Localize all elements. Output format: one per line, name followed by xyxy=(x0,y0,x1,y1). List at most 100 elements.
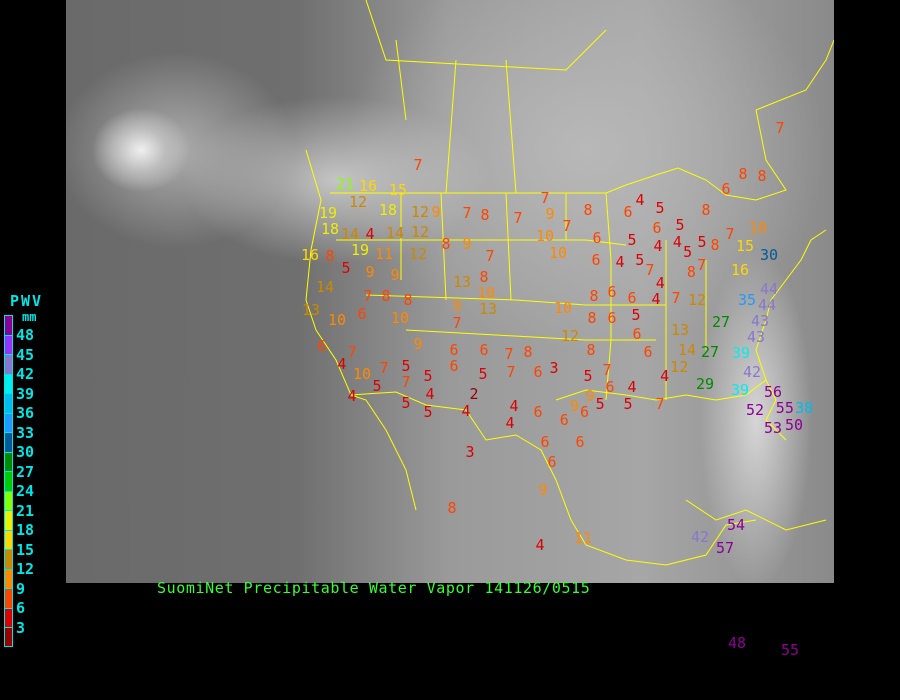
legend-tick-label: 9 xyxy=(16,579,26,598)
legend-swatch xyxy=(4,373,13,393)
station-value: 4 xyxy=(660,366,670,385)
station-value: 4 xyxy=(509,397,519,416)
station-value: 7 xyxy=(485,246,495,265)
station-value: 6 xyxy=(623,202,633,221)
station-value: 9 xyxy=(390,265,400,284)
station-value: 4 xyxy=(651,290,661,309)
station-value: 6 xyxy=(547,452,557,471)
legend-swatch xyxy=(4,451,13,471)
station-value: 7 xyxy=(655,394,665,413)
station-value: 6 xyxy=(533,362,543,381)
station-value: 6 xyxy=(533,402,543,421)
station-value: 4 xyxy=(505,413,515,432)
legend-title: PWV xyxy=(10,292,44,310)
station-value: 7 xyxy=(347,342,357,361)
station-value: 7 xyxy=(602,361,612,380)
station-value: 9 xyxy=(538,480,548,499)
legend-swatch xyxy=(4,412,13,432)
station-value: 14 xyxy=(316,277,335,296)
station-value: 19 xyxy=(351,241,370,260)
station-value: 6 xyxy=(575,432,585,451)
legend-tick-label: 21 xyxy=(16,501,35,520)
station-value: 54 xyxy=(727,515,746,534)
station-value: 7 xyxy=(725,224,735,243)
station-value: 8 xyxy=(738,164,748,183)
station-value: 8 xyxy=(589,286,599,305)
station-value: 5 xyxy=(401,393,411,412)
station-value: 7 xyxy=(401,372,411,391)
station-value: 7 xyxy=(562,216,572,235)
station-value: 6 xyxy=(479,340,489,359)
station-value: 56 xyxy=(764,382,783,401)
station-value: 6 xyxy=(652,218,662,237)
station-value: 4 xyxy=(337,354,347,373)
station-value: 9 xyxy=(462,234,472,253)
station-value: 7 xyxy=(645,261,655,280)
station-value: 4 xyxy=(365,225,375,244)
station-value: 8 xyxy=(480,205,490,224)
legend-tick-label: 33 xyxy=(16,423,35,442)
station-value: 6 xyxy=(449,340,459,359)
station-value: 6 xyxy=(632,324,642,343)
station-value: 10 xyxy=(391,308,410,327)
station-value: 5 xyxy=(627,230,637,249)
station-value: 7 xyxy=(363,286,373,305)
station-value: 6 xyxy=(607,282,617,301)
station-value: 13 xyxy=(671,320,690,339)
station-value: 29 xyxy=(696,374,715,393)
legend-tick-label: 18 xyxy=(16,521,35,539)
station-value: 7 xyxy=(379,358,389,377)
station-value: 6 xyxy=(317,336,327,355)
station-value: 12 xyxy=(349,192,368,211)
legend-tick-label: 15 xyxy=(16,540,35,559)
station-value: 9 xyxy=(585,386,595,405)
station-value: 6 xyxy=(721,179,731,198)
station-value: 57 xyxy=(716,538,735,557)
station-value: 11 xyxy=(375,244,394,263)
legend-swatch xyxy=(4,432,13,452)
station-value: 8 xyxy=(701,200,711,219)
legend-swatch xyxy=(4,510,13,530)
station-value: 9 xyxy=(569,396,579,415)
station-value: 4 xyxy=(615,252,625,271)
station-value: 9 xyxy=(545,205,555,224)
station-value: 4 xyxy=(655,273,665,292)
station-value: 4 xyxy=(347,386,357,405)
station-value: 8 xyxy=(447,498,457,517)
legend-swatch xyxy=(4,334,13,354)
station-value: 27 xyxy=(712,312,731,331)
station-value: 11 xyxy=(574,528,593,547)
station-value: 8 xyxy=(479,267,489,286)
station-value: 9 xyxy=(413,334,423,353)
station-value: 6 xyxy=(592,228,602,247)
station-value: 7 xyxy=(504,344,514,363)
legend-color-bar xyxy=(4,315,13,647)
station-value: 5 xyxy=(478,364,488,383)
station-value: 9 xyxy=(452,297,462,316)
legend-swatch xyxy=(4,568,13,588)
satellite-map xyxy=(66,0,834,583)
station-value: 42 xyxy=(691,527,710,546)
station-value: 7 xyxy=(671,288,681,307)
station-value: 35 xyxy=(738,290,757,309)
station-value: 18 xyxy=(379,200,398,219)
station-value: 15 xyxy=(736,236,755,255)
legend-tick-label: 27 xyxy=(16,462,35,481)
station-value: 10 xyxy=(749,218,768,237)
station-value: 12 xyxy=(561,326,580,345)
station-value: 43 xyxy=(751,312,770,331)
station-value: 8 xyxy=(686,262,696,281)
station-value: 7 xyxy=(462,203,472,222)
station-value: 8 xyxy=(586,340,596,359)
station-value: 14 xyxy=(386,223,405,242)
station-value: 8 xyxy=(710,235,720,254)
station-value: 50 xyxy=(785,415,804,434)
station-value: 5 xyxy=(697,232,707,251)
station-value: 14 xyxy=(678,341,697,360)
legend-tick-label: 6 xyxy=(16,599,26,617)
station-value: 3 xyxy=(465,442,475,461)
station-value: 15 xyxy=(389,180,408,199)
station-value: 5 xyxy=(683,242,693,261)
station-value: 12 xyxy=(409,244,428,263)
map-title: SuomiNet Precipitable Water Vapor 141126… xyxy=(157,579,591,597)
